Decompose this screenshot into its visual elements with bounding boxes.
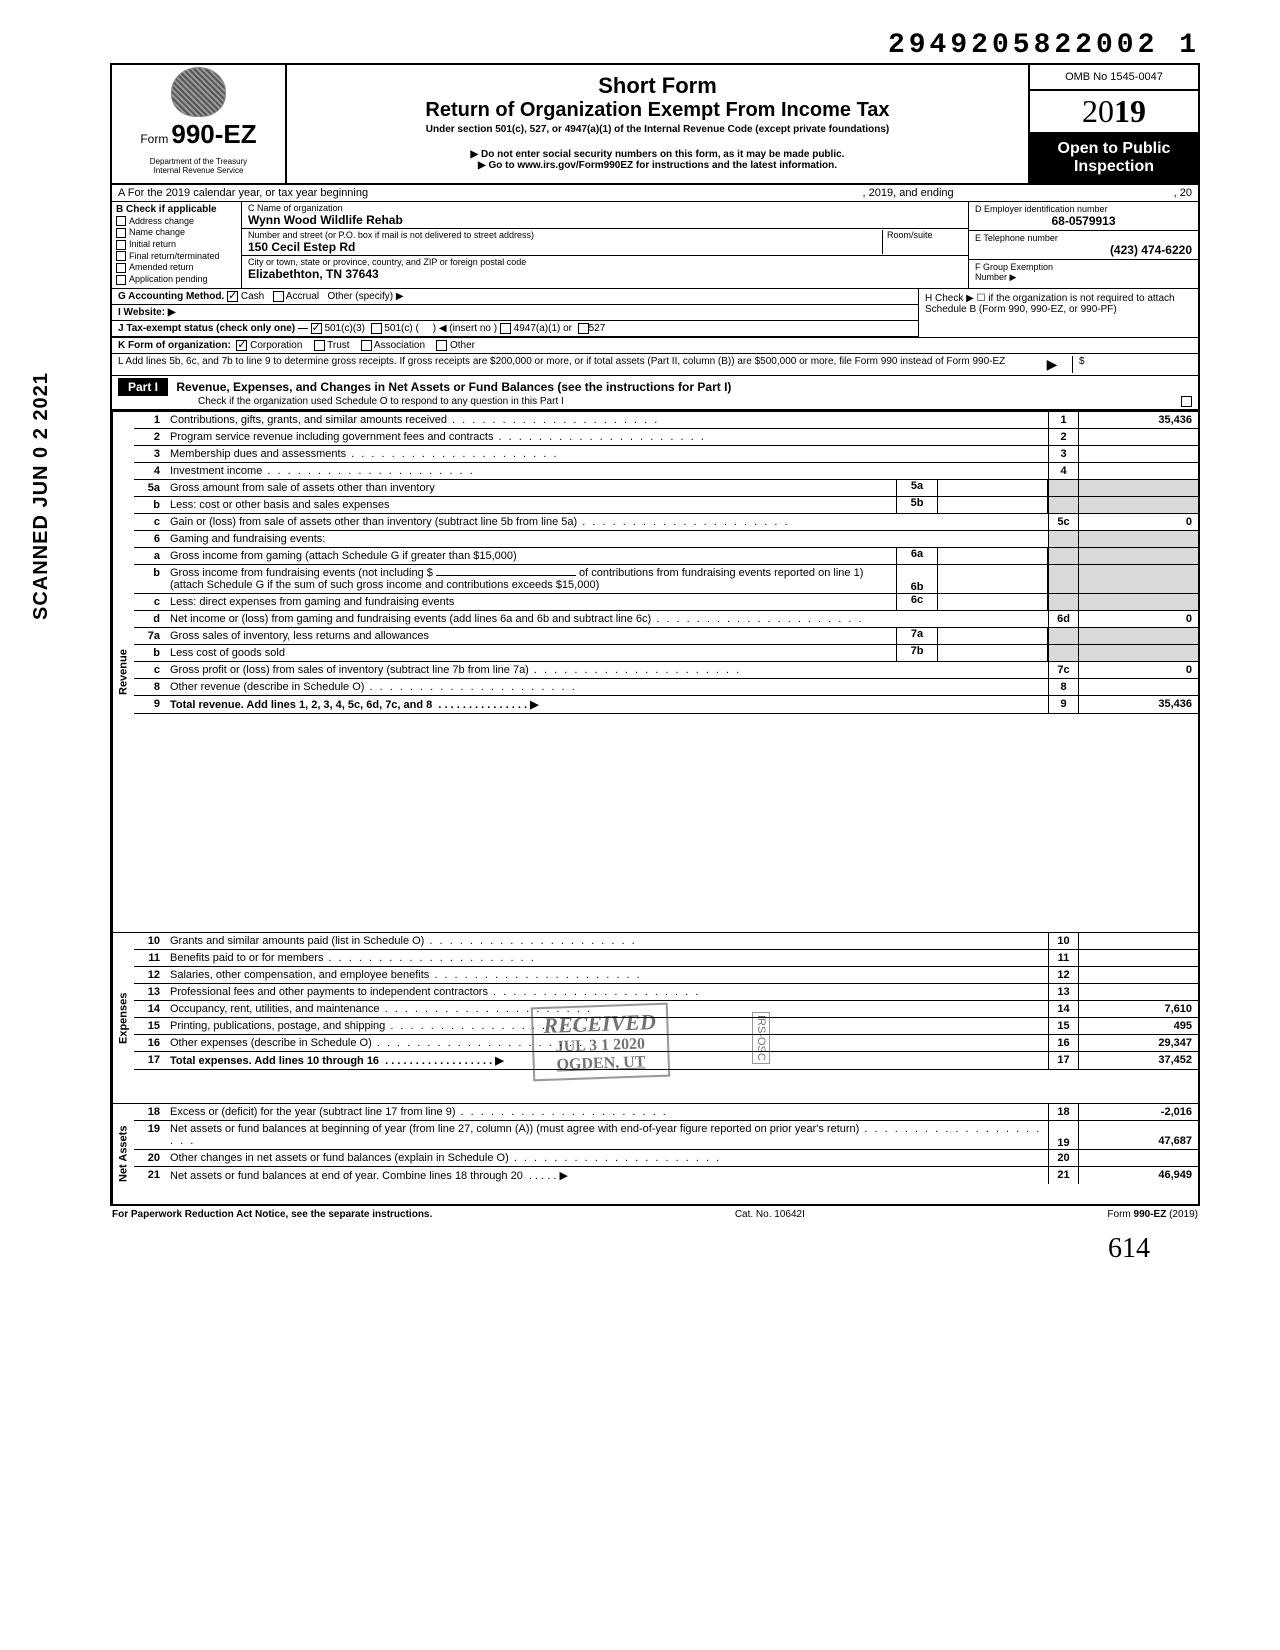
amt-line-16: 29,347 [1078,1035,1198,1051]
room-suite-label: Room/suite [882,230,962,254]
header-row: Form 990-EZ Department of the Treasury I… [112,65,1198,185]
line-g-accounting: G Accounting Method. Cash Accrual Other … [112,289,918,305]
amt-line-3 [1078,446,1198,462]
header-right: OMB No 1545-0047 2019 Open to Public Ins… [1028,65,1198,183]
open-to-public-badge: Open to Public Inspection [1030,134,1198,183]
cb-trust[interactable] [314,340,325,351]
amt-line-19: 47,687 [1078,1121,1198,1149]
org-name: Wynn Wood Wildlife Rehab [248,213,403,227]
line-j-tax-status: J Tax-exempt status (check only one) — 5… [112,321,918,337]
line-a-tax-year: A For the 2019 calendar year, or tax yea… [112,185,1198,202]
cb-initial-return[interactable] [116,240,126,250]
amt-line-1: 35,436 [1078,412,1198,428]
e-phone-cell: E Telephone number (423) 474-6220 [969,231,1198,260]
form-number: 990-EZ [171,119,256,149]
subtitle: Under section 501(c), 527, or 4947(a)(1)… [291,124,1024,135]
header-mid: Short Form Return of Organization Exempt… [287,65,1028,183]
return-title: Return of Organization Exempt From Incom… [291,99,1024,122]
address-block: B Check if applicable Address change Nam… [112,202,1198,288]
line-k-form-org: K Form of organization: Corporation Trus… [112,337,1198,354]
cb-association[interactable] [361,340,372,351]
cb-final-return[interactable] [116,251,126,261]
cb-4947[interactable] [500,323,511,334]
amt-line-14: 7,610 [1078,1001,1198,1017]
amt-line-18: -2,016 [1078,1104,1198,1120]
tax-year-box: 2019 [1030,91,1198,134]
line-l-gross-receipts: L Add lines 5b, 6c, and 7b to line 9 to … [112,354,1198,376]
footer-row: For Paperwork Reduction Act Notice, see … [110,1206,1200,1223]
irs-osc-stamp: IRS-OSC [752,1012,770,1064]
expenses-section-label: Expenses [112,933,134,1103]
omb-number: OMB No 1545-0047 [1030,65,1198,91]
line-h-schedule-b: H Check ▶ ☐ if the organization is not r… [918,289,1198,337]
dept-treasury: Department of the Treasury Internal Reve… [116,158,281,176]
paperwork-notice: For Paperwork Reduction Act Notice, see … [112,1209,432,1220]
received-stamp: RECEIVED JUL 3 1 2020 OGDEN, UT [531,1003,670,1082]
header-left: Form 990-EZ Department of the Treasury I… [112,65,287,183]
cb-amended-return[interactable] [116,263,126,273]
part1-header: Part I Revenue, Expenses, and Changes in… [112,376,1198,411]
short-form-title: Short Form [291,73,1024,99]
catalog-number: Cat. No. 10642I [735,1209,805,1220]
cb-other-org[interactable] [436,340,447,351]
form-header-frame: Form 990-EZ Department of the Treasury I… [110,63,1200,411]
part1-label: Part I [118,378,168,396]
org-street: 150 Cecil Estep Rd [248,240,355,254]
cb-527[interactable] [578,323,589,334]
cb-501c3[interactable] [311,323,322,334]
form-footer-id: Form 990-EZ (2019) [1107,1209,1198,1220]
amt-line-17: 37,452 [1078,1052,1198,1069]
tax-year: 2019 [1082,93,1146,129]
ssn-warning: ▶ Do not enter social security numbers o… [291,149,1024,160]
ein-value: 68-0579913 [975,214,1192,228]
line-i-website: I Website: ▶ [112,305,918,321]
cb-name-change[interactable] [116,228,126,238]
col-c-name-address: C Name of organization Wynn Wood Wildlif… [242,202,968,288]
amt-line-8 [1078,679,1198,695]
amt-line-21: 46,949 [1078,1167,1198,1184]
c-street-cell: Number and street (or P.O. box if mail i… [242,229,968,256]
f-group-exemption: F Group Exemption Number ▶ [969,260,1198,285]
col-b-checkboxes: B Check if applicable Address change Nam… [112,202,242,288]
cb-accrual[interactable] [273,291,284,302]
amt-line-5c: 0 [1078,514,1198,530]
c-city-cell: City or town, state or province, country… [242,256,968,282]
revenue-section-label: Revenue [112,412,134,932]
dln-number: 2949205822002 1 [888,30,1200,61]
amt-line-6d: 0 [1078,611,1198,627]
amt-line-2 [1078,429,1198,445]
amt-line-7c: 0 [1078,662,1198,678]
d-ein-cell: D Employer identification number 68-0579… [969,202,1198,231]
handwritten-number: 614 [110,1233,1200,1265]
cb-address-change[interactable] [116,216,126,226]
org-city: Elizabethton, TN 37643 [248,267,379,281]
amt-line-15: 495 [1078,1018,1198,1034]
amt-line-9: 35,436 [1078,696,1198,713]
dln-block: 2949205822002 1 [110,30,1200,61]
cb-cash[interactable] [227,291,238,302]
c-name-cell: C Name of organization Wynn Wood Wildlif… [242,202,968,229]
part1-grid: Revenue 1Contributions, gifts, grants, a… [110,411,1200,1206]
part1-title: Revenue, Expenses, and Changes in Net As… [176,380,731,394]
form-number-line: Form 990-EZ [116,119,281,150]
scanned-stamp: SCANNED JUN 0 2 2021 [30,372,53,620]
irs-eagle-logo-icon [171,67,226,117]
amt-line-4 [1078,463,1198,479]
cb-schedule-o[interactable] [1181,396,1192,407]
netassets-section-label: Net Assets [112,1104,134,1204]
cb-501c[interactable] [371,323,382,334]
col-def: D Employer identification number 68-0579… [968,202,1198,288]
form-prefix: Form [140,132,168,146]
phone-value: (423) 474-6220 [975,243,1192,257]
goto-url: ▶ Go to www.irs.gov/Form990EZ for instru… [291,160,1024,171]
cb-corporation[interactable] [236,340,247,351]
cb-application-pending[interactable] [116,275,126,285]
